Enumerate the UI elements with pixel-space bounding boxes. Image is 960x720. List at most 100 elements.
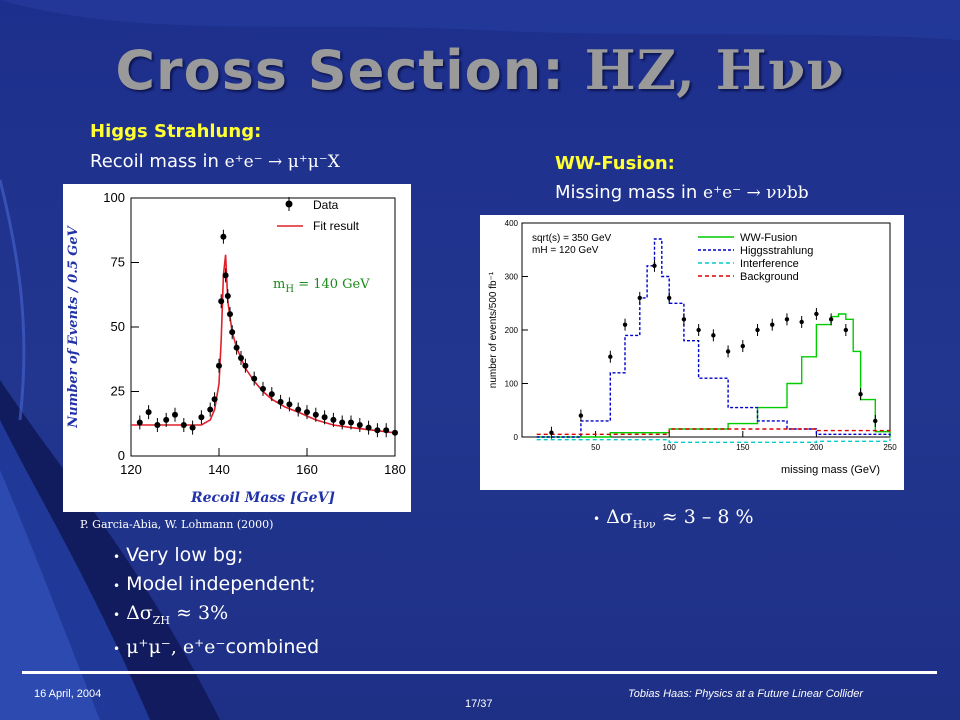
bullet-item: • Model independent;: [113, 573, 316, 595]
series-line-background: [536, 428, 891, 435]
data-point: [198, 414, 205, 421]
data-point: [229, 329, 236, 336]
y-tick-label: 0: [514, 433, 519, 442]
y-axis-label: number of events/500 fb⁻¹: [488, 271, 499, 388]
ww-fusion-heading: WW-Fusion:: [555, 153, 675, 174]
y-tick-label: 100: [505, 380, 519, 389]
x-tick-label: 150: [736, 443, 750, 452]
data-point: [222, 272, 229, 279]
recoil-mass-plot: 120 140 160 180 0 25 50 75 100 Recoil Mass [GeV] N…: [66, 190, 406, 506]
data-point: [227, 311, 233, 318]
data-point: [858, 392, 863, 397]
data-point: [304, 409, 310, 416]
data-point: [211, 396, 218, 403]
data-point: [696, 327, 701, 333]
data-point: [799, 319, 804, 325]
x-tick-label: 120: [120, 462, 142, 477]
missing-mass-chart: 50 100 150 200 250 0 100 200 300 400 missing mass …: [480, 215, 904, 490]
x-tick-label: 160: [296, 462, 318, 477]
data-point: [608, 354, 613, 359]
data-point: [814, 311, 819, 317]
data-point: [652, 263, 657, 268]
data-point: [277, 398, 284, 405]
footer-date: 16 April, 2004: [34, 688, 102, 700]
data-point: [843, 327, 849, 333]
x-tick-label: 50: [591, 443, 600, 452]
data-point: [740, 343, 745, 349]
data-point: [392, 429, 398, 436]
data-point: [251, 375, 258, 382]
page-number: 17/37: [465, 698, 493, 710]
data-point: [784, 317, 790, 322]
data-point: [828, 317, 834, 322]
data-point: [218, 298, 225, 305]
data-point: [220, 233, 227, 240]
y-tick-label: 0: [118, 448, 125, 463]
slide-title: Cross Section: HZ, Hνν: [115, 38, 845, 102]
higgs-strahlung-heading: Higgs Strahlung:: [90, 121, 262, 142]
plot-info-text: mH = 120 GeV: [532, 245, 599, 256]
bullet-item: • Very low bg;: [113, 544, 244, 566]
data-point: [725, 349, 731, 354]
plot-info-text: sqrt(s) = 350 GeV: [532, 233, 612, 244]
legend-data-label: Data: [313, 198, 339, 212]
mass-annotation: mH = 140 GeV: [273, 277, 370, 295]
data-point: [365, 424, 372, 431]
recoil-mass-chart: 120 140 160 180 0 25 50 75 100 Recoil Mass [GeV] N…: [63, 184, 411, 512]
data-point: [238, 354, 244, 361]
data-point: [207, 406, 214, 413]
legend-label: Background: [740, 271, 799, 283]
data-point: [755, 327, 760, 333]
y-tick-label: 400: [505, 219, 519, 228]
data-point: [637, 295, 642, 301]
data-point: [711, 333, 716, 338]
data-point: [180, 422, 187, 429]
data-point: [216, 362, 222, 369]
data-point: [383, 427, 390, 434]
data-point: [622, 322, 628, 327]
y-tick-label: 300: [505, 273, 519, 282]
data-point: [356, 422, 363, 429]
data-point: [172, 411, 178, 418]
y-tick-label: 25: [111, 384, 125, 399]
citation: P. Garcia-Abia, W. Lohmann (2000): [80, 518, 274, 531]
data-point: [348, 419, 354, 426]
data-point: [286, 401, 293, 408]
bullet-item: • ΔσHνν ≈ 3 – 8 %: [593, 506, 754, 531]
data-point: [312, 411, 319, 418]
x-tick-label: 180: [384, 462, 406, 477]
y-tick-label: 75: [111, 255, 125, 270]
bullet-item: • ΔσZH ≈ 3%: [113, 602, 229, 627]
data-point: [233, 344, 240, 351]
x-tick-label: 100: [663, 443, 677, 452]
y-tick-label: 50: [111, 319, 125, 334]
data-point: [189, 424, 196, 431]
data-point: [163, 416, 170, 423]
data-point: [260, 385, 266, 392]
data-point: [268, 391, 275, 398]
data-point: [339, 419, 346, 426]
data-point: [295, 406, 302, 413]
recoil-mass-subtitle: Recoil mass in e⁺e⁻ → μ⁺μ⁻X: [90, 151, 340, 172]
data-point: [681, 317, 687, 322]
left-bullet-list: • Very low bg; • Model independent; • ΔσZH…: [113, 542, 319, 663]
x-axis-label: Recoil Mass [GeV]: [190, 490, 335, 506]
missing-mass-subtitle: Missing mass in e⁺e⁻ → ννbb: [555, 182, 809, 203]
data-point: [136, 419, 143, 426]
data-point: [770, 322, 775, 327]
missing-mass-plot: 50 100 150 200 250 0 100 200 300 400 missing mass …: [488, 219, 897, 476]
data-point: [145, 409, 152, 416]
data-point: [549, 430, 554, 435]
x-axis-label: missing mass (GeV): [781, 464, 880, 476]
data-point: [154, 422, 161, 429]
x-tick-label: 250: [883, 443, 897, 452]
footer-author: Tobias Haas: Physics at a Future Linear …: [628, 688, 863, 700]
series-line-interference: [536, 438, 891, 443]
legend-label: Higgsstrahlung: [740, 245, 813, 257]
data-point: [667, 295, 672, 301]
plot-frame: [130, 197, 396, 457]
data-point: [242, 362, 249, 369]
x-tick-label: 200: [810, 443, 824, 452]
data-point: [330, 416, 337, 423]
data-point: [374, 427, 381, 434]
